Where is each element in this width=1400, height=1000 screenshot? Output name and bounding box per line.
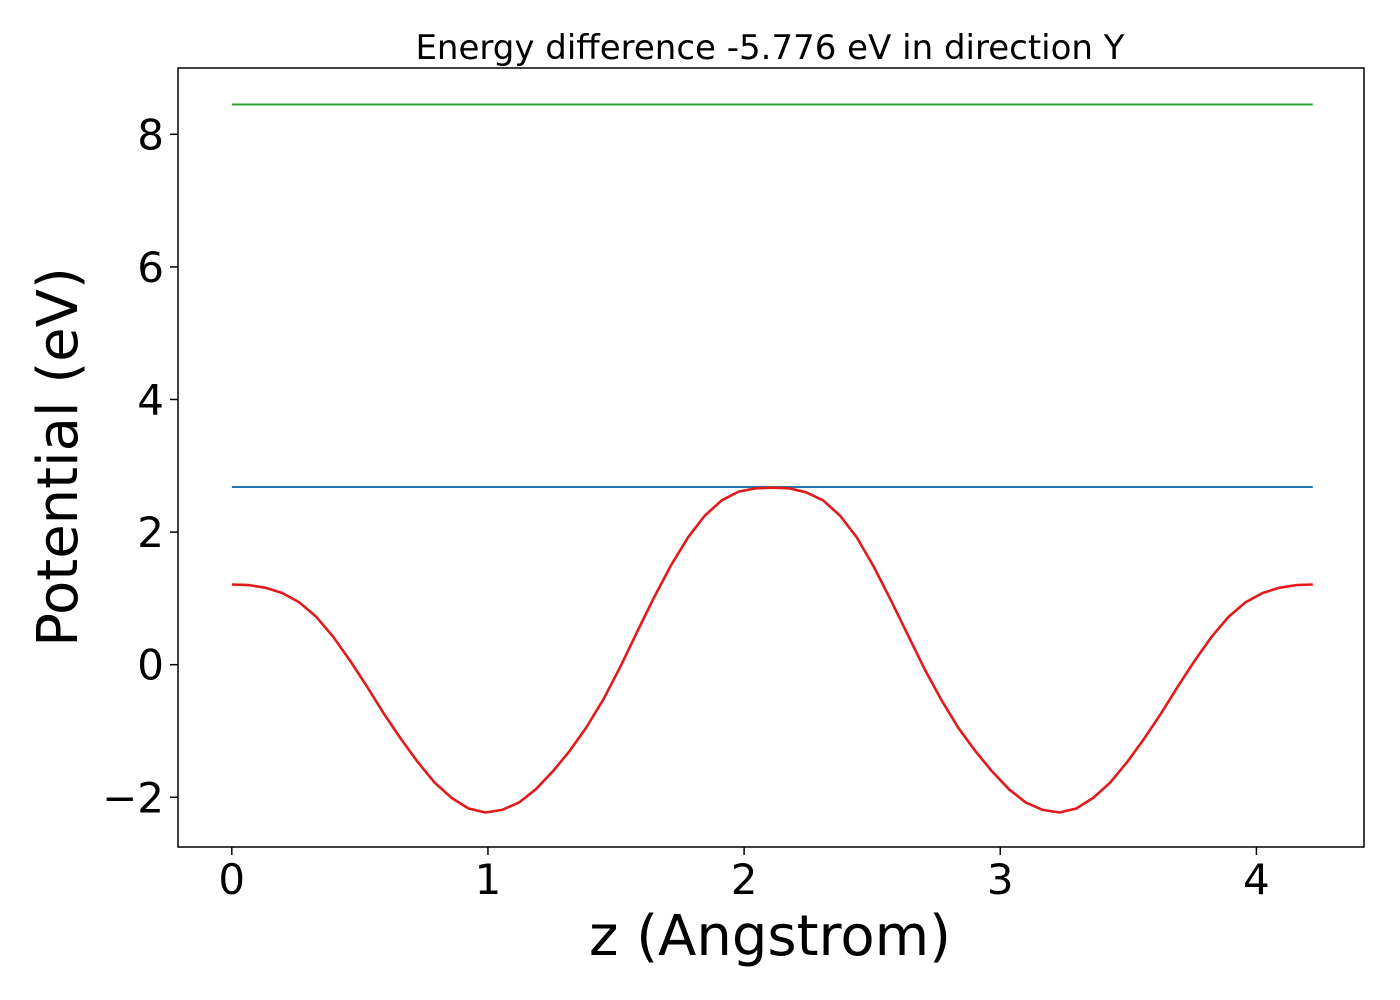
x-tick-label: 2 [731,855,758,904]
y-tick-label: −2 [102,773,164,822]
plot-area-frame [177,67,1365,848]
y-tick-label: 0 [137,641,164,690]
series-line-2 [231,486,1313,814]
y-tick-label: 8 [137,110,164,159]
y-axis-ticks: −2 0 2 4 6 8 [102,110,178,822]
y-axis-label: Potential (eV) [26,267,91,647]
y-tick-label: 4 [137,375,164,424]
x-tick-label: 3 [987,855,1014,904]
x-tick-label: 1 [475,855,502,904]
x-tick-label: 4 [1243,855,1270,904]
x-axis-ticks: 0 1 2 3 4 [218,847,1270,904]
x-axis-label: z (Angstrom) [589,904,951,969]
chart-title: Energy difference -5.776 eV in direction… [415,28,1124,68]
y-tick-label: 6 [137,243,164,292]
x-tick-label: 0 [218,855,245,904]
y-tick-label: 2 [137,508,164,557]
series-layer [231,103,1313,814]
